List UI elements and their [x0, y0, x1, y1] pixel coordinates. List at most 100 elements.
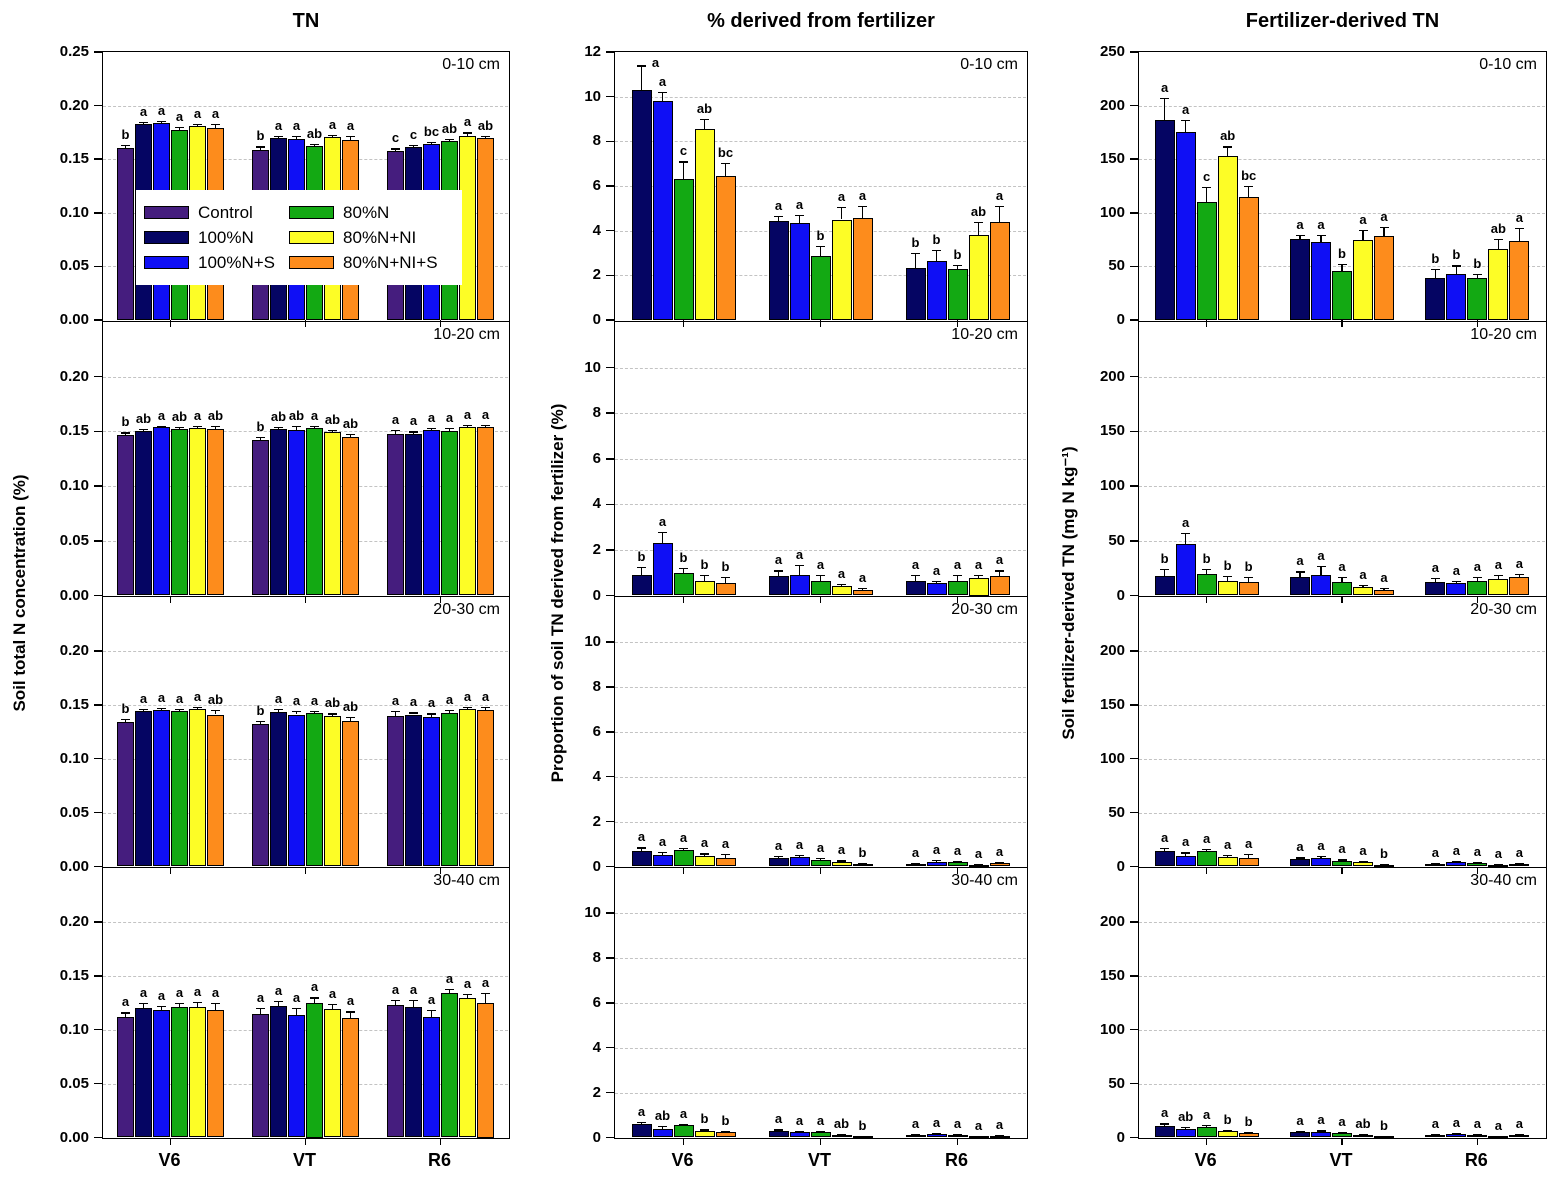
error-bar-cap [658, 92, 667, 94]
error-bar-cap [193, 425, 202, 428]
legend-swatch-control [144, 206, 189, 219]
y-axis-tick [605, 686, 614, 688]
y-tick-label: 50 [1108, 257, 1125, 275]
bar-100-n-s-r6 [926, 582, 947, 596]
bar-80-n-ni-s-r6 [989, 576, 1010, 596]
error-bar [640, 65, 643, 90]
bar-80-n-ni-r6 [1488, 579, 1509, 596]
significance-letter: a [175, 691, 184, 707]
significance-letter: a [157, 102, 166, 118]
bar-80-n-ni-s-r6 [1509, 576, 1530, 596]
significance-letter: ab [288, 407, 305, 423]
y-axis-tick [605, 1091, 614, 1094]
error-bar-cap [679, 1123, 688, 1125]
significance-letter: a [1203, 1107, 1211, 1123]
legend: Control 100%N 100%N+S 80%N 80%N+NI 80%N+NI+S [136, 190, 462, 285]
error-bar-cap [121, 432, 130, 434]
bar-100-n-r6 [905, 580, 926, 596]
bar-control-v6 [117, 1016, 134, 1138]
y-axis-tick [93, 1082, 102, 1085]
significance-letter: ab [324, 695, 341, 711]
error-bar [935, 249, 938, 261]
y-axis-tick [605, 140, 614, 143]
error-bar-cap [1358, 1133, 1368, 1136]
bar-80-n-v6 [171, 711, 188, 867]
error-bar [160, 1005, 163, 1011]
error-bar [819, 246, 822, 257]
error-bar-cap [1514, 1134, 1524, 1136]
bar-100-n-v6 [135, 431, 152, 596]
bar-80-n-v6 [171, 1007, 188, 1138]
y-axis-tick [605, 95, 614, 98]
significance-letter: a [953, 843, 962, 859]
bar-80-n-ni-s-vt [852, 218, 873, 320]
significance-letter: ab [441, 120, 458, 136]
y-axis-tick [605, 820, 614, 823]
gridline [1139, 1083, 1545, 1085]
x-axis-tick [682, 866, 685, 874]
bar-100-n-v6 [1154, 1125, 1175, 1138]
significance-letter: a [795, 546, 804, 562]
error-bar-cap [774, 1129, 783, 1131]
x-axis-tick [439, 595, 442, 603]
x-axis-tick [304, 595, 307, 603]
bar-80-n-ni-v6 [1217, 155, 1238, 320]
depth-label: 0-10 cm [442, 56, 500, 73]
panel-fertilizer-derived-tn-30-40-cm: 0 50 100 150 200 30-40 cm a ab a b b a a a ab b a a a a a [1100, 868, 1547, 1146]
error-bar [277, 1000, 280, 1006]
significance-letter: a [1359, 843, 1367, 859]
significance-letter: b [121, 414, 130, 430]
error-bar-cap [1244, 576, 1254, 579]
significance-letter: b [1244, 558, 1253, 574]
error-bar-cap [1358, 584, 1368, 586]
bar-100-n-r6 [1425, 278, 1446, 320]
y-tick-label: 0 [592, 1128, 601, 1146]
y-tick-label: 0 [1116, 857, 1125, 875]
bar-80-n-ni-s-r6 [1509, 240, 1530, 320]
y-tick-label: 250 [1099, 43, 1125, 60]
significance-letter: a [193, 688, 202, 704]
error-bar-cap [837, 584, 846, 586]
y-axis-tick [1129, 375, 1138, 378]
bar-80-n-r6 [1467, 1135, 1488, 1138]
error-bar-cap [637, 847, 646, 849]
significance-letter: a [427, 410, 436, 426]
error-bar-cap [953, 265, 962, 267]
bar-80-n-ni-vt [1353, 239, 1373, 320]
error-bar-cap [1493, 574, 1503, 576]
significance-letter: a [481, 975, 490, 991]
error-bar [724, 577, 727, 583]
error-bar-cap [1493, 1135, 1503, 1138]
significance-letter: a [679, 1105, 688, 1121]
significance-letter: b [1202, 551, 1211, 567]
bar-100-n-s-v6 [652, 543, 673, 596]
error-bar-cap [481, 993, 490, 995]
x-axis-tick [819, 595, 822, 603]
panel-tn-10-20-cm: 0.00 0.05 0.10 0.15 0.20 10-20 cm b ab a ab a ab b ab… [60, 322, 510, 604]
bar-100-n-vt [768, 1130, 789, 1138]
error-bar-cap [463, 424, 472, 427]
error-bar [259, 720, 262, 725]
error-bar-cap [1181, 533, 1191, 535]
y-tick-label: 0.00 [59, 1128, 89, 1146]
bar-80-n-ni-s-v6 [207, 714, 224, 867]
significance-letter: a [932, 841, 941, 857]
y-axis-tick [1129, 540, 1138, 542]
gridline [615, 776, 1026, 778]
bar-80-n-ni-s-v6 [1238, 857, 1259, 867]
gridline [103, 704, 508, 706]
significance-letter: b [1338, 246, 1346, 262]
bar-100-n-v6 [631, 1124, 652, 1138]
error-bar [1299, 235, 1301, 239]
gridline [103, 159, 508, 161]
error-bar-cap [391, 148, 400, 150]
significance-letter: a [1431, 845, 1439, 861]
panel-derived-from-fertilizer-20-30-cm: 0 2 4 6 8 10 20-30 cm a a a a a a a a a b a a a a a [584, 597, 1028, 875]
bar-80-n-r6 [441, 431, 458, 596]
bar-100-n-s-v6 [1175, 544, 1196, 596]
gridline [615, 686, 1026, 688]
y-axis-tick [93, 594, 102, 597]
gridline [615, 641, 1026, 643]
error-bar-cap [1202, 849, 1212, 851]
y-tick-label: 8 [592, 677, 601, 695]
